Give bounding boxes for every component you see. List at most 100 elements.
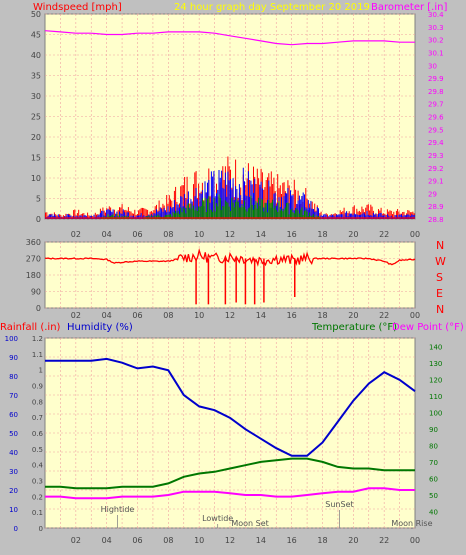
windspeed-bar [351, 213, 353, 219]
humidity-tick-label: 30 [9, 468, 18, 476]
gust-bar [293, 179, 295, 219]
average-wind-bar [203, 201, 205, 219]
windspeed-bar [195, 188, 197, 219]
x-tick-label-wind: 20 [348, 230, 358, 239]
windspeed-bar [332, 214, 334, 219]
rainfall-tick-label: 0.5 [32, 446, 43, 454]
windspeed-bar [79, 215, 81, 219]
windspeed-bar [339, 214, 341, 219]
windspeed-bar [268, 180, 270, 219]
average-wind-bar [258, 197, 260, 219]
windspeed-bar [302, 192, 304, 219]
windspeed-bar [159, 207, 161, 219]
average-wind-bar [291, 208, 293, 219]
windspeed-bar [320, 215, 322, 219]
x-tick-label-wind: 22 [379, 230, 389, 239]
average-wind-bar [230, 211, 231, 219]
average-wind-bar [279, 210, 281, 219]
average-wind-bar [260, 198, 262, 219]
average-wind-bar [214, 211, 216, 219]
average-wind-bar [119, 214, 120, 219]
average-wind-bar [216, 203, 217, 219]
windspeed-bar [99, 212, 101, 219]
windspeed-bar [244, 181, 245, 219]
windspeed-bar [171, 208, 173, 219]
x-tick-label-wind: 02 [71, 230, 81, 239]
average-wind-bar [306, 211, 308, 219]
gust-bar [105, 212, 106, 219]
average-wind-bar [207, 198, 208, 219]
windspeed-bar [388, 215, 390, 219]
windspeed-bar [404, 215, 406, 219]
average-wind-bar [176, 212, 178, 219]
windspeed-bar [232, 178, 234, 219]
windspeed-bar [158, 211, 160, 219]
average-wind-bar [296, 208, 298, 219]
windspeed-bar [406, 214, 408, 219]
gust-bar [361, 206, 363, 219]
humidity-tick-label: 90 [9, 354, 18, 362]
average-wind-bar [259, 205, 261, 219]
average-wind-bar [233, 207, 235, 219]
x-tick-label-humidity: 02 [71, 536, 81, 545]
temperature-axis-title: Temperature (°F) [311, 322, 397, 333]
average-wind-bar [264, 202, 266, 219]
average-wind-bar [166, 215, 168, 219]
windspeed-bar [372, 212, 374, 219]
gust-bar [270, 171, 272, 219]
windspeed-bar [223, 188, 225, 219]
average-wind-bar [292, 212, 294, 219]
humidity-axis-title: Humidity (%) [67, 322, 133, 333]
average-wind-bar [212, 211, 214, 219]
windspeed-bar [136, 215, 138, 219]
temperature-line [45, 457, 415, 490]
windspeed-bar [318, 208, 319, 219]
average-wind-bar [302, 215, 304, 219]
windspeed-bar [316, 207, 318, 219]
windspeed-bar [281, 197, 282, 219]
compass-label-n-top: N [436, 239, 444, 252]
gust-bar [193, 184, 194, 219]
average-wind-bar [277, 211, 279, 219]
windspeed-bar [357, 214, 359, 219]
gust-bar [130, 211, 132, 219]
windspeed-bar [297, 200, 299, 219]
average-wind-bar [274, 205, 276, 219]
barometer-tick-label: 29.3 [428, 152, 444, 160]
x-tick-label-wind: 16 [287, 230, 297, 239]
average-wind-bar [272, 199, 274, 219]
windspeed-bar [97, 215, 99, 219]
gust-bar [56, 215, 58, 219]
average-wind-bar [218, 194, 220, 219]
gust-bar [369, 210, 371, 219]
compass-label-e: E [436, 287, 443, 300]
gust-bar [352, 206, 354, 219]
event-marker-label: Hightide [101, 505, 135, 514]
average-wind-bar [281, 208, 282, 219]
gust-bar [282, 182, 284, 219]
event-marker-label: Moon Rise [391, 519, 432, 528]
windspeed-bar [48, 214, 50, 219]
gust-bar [402, 212, 404, 219]
gust-bar [134, 209, 136, 219]
humidity-tick-label: 0 [14, 525, 18, 533]
average-wind-bar [228, 206, 230, 219]
x-tick-label-wind: 10 [194, 230, 204, 239]
gust-bar [279, 185, 281, 219]
average-wind-bar [167, 214, 169, 219]
windspeed-bar [238, 184, 240, 219]
average-wind-bar [286, 203, 288, 219]
windspeed-bar [222, 187, 224, 219]
windspeed-bar [181, 196, 183, 219]
average-wind-bar [245, 209, 247, 219]
humidity-tick-label: 10 [9, 506, 18, 514]
windspeed-bar [80, 215, 82, 219]
rainfall-tick-label: 1 [39, 367, 43, 375]
gust-bar [388, 211, 390, 219]
average-wind-bar [148, 215, 150, 219]
windspeed-bar [300, 199, 302, 219]
average-wind-bar [227, 202, 229, 219]
x-tick-label-wind: 04 [102, 230, 112, 239]
windspeed-bar [378, 213, 379, 219]
windspeed-bar [284, 193, 286, 219]
